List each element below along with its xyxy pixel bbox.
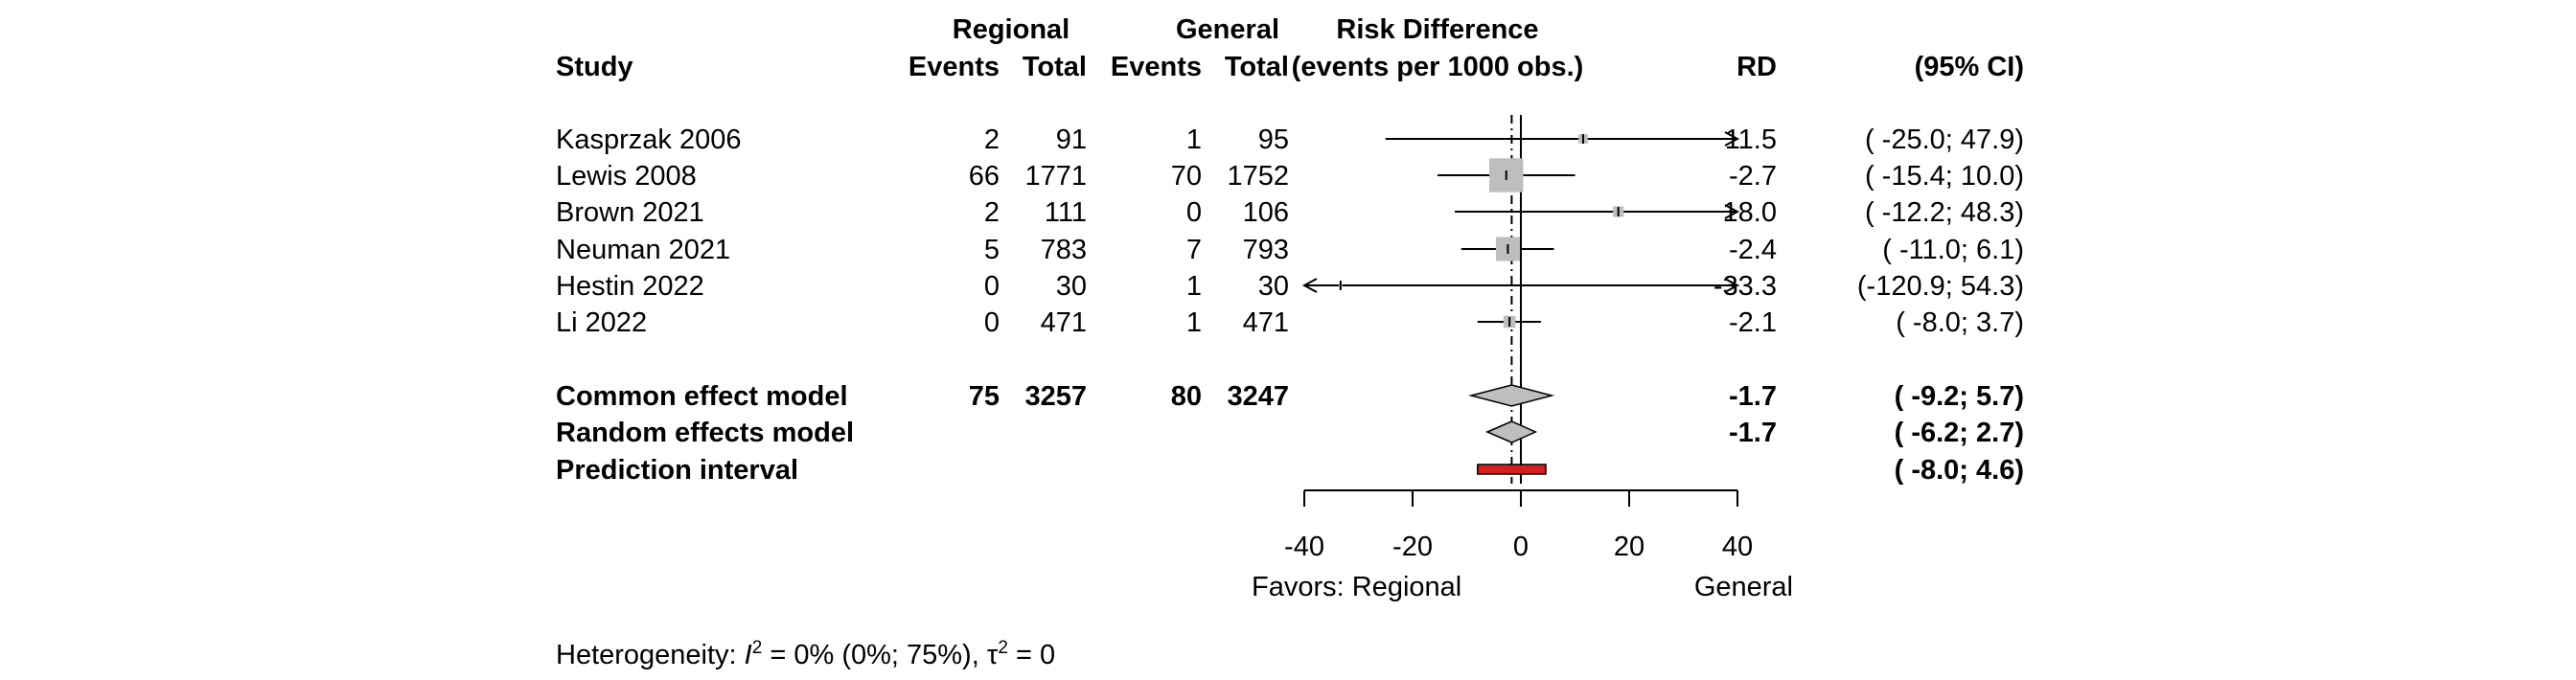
total-regional: 783 (1041, 235, 1087, 265)
total-regional: 1771 (1024, 161, 1087, 192)
study-name: Kasprzak 2006 (556, 125, 741, 155)
total-general: 471 (1243, 307, 1289, 338)
events-regional: 0 (984, 271, 1000, 302)
total-regional: 91 (1056, 125, 1087, 155)
ci-arrow-right (1724, 204, 1740, 219)
common-model-label: Common effect model (556, 381, 848, 412)
header-group-general: General (1176, 14, 1279, 45)
rd-value: -2.1 (1729, 307, 1777, 338)
ci-arrow-left (1301, 278, 1318, 293)
total-general: 95 (1258, 125, 1289, 155)
study-name: Brown 2021 (556, 197, 704, 228)
common-ci: ( -9.2; 5.7) (1895, 381, 2024, 412)
events-general: 0 (1186, 197, 1202, 228)
header-total-regional: Total (1023, 52, 1087, 82)
header-group-regional: Regional (953, 14, 1070, 45)
events-regional: 2 (984, 125, 1000, 155)
study-rows: Kasprzak 2006 2 91 1 95 11.5( -25.0; 47.9)Lew… (556, 125, 2024, 486)
rd-value: -2.4 (1729, 235, 1777, 265)
x-axis-tick-label: -40 (1284, 532, 1324, 562)
header-total-general: Total (1225, 52, 1289, 82)
total-general: 1752 (1227, 161, 1289, 192)
header-ci: (95% CI) (1915, 52, 2024, 82)
events-general: 70 (1171, 161, 1202, 192)
plot-marks (1301, 115, 1740, 484)
x-axis-tick-label: 20 (1614, 532, 1644, 562)
common-total-general: 3247 (1227, 381, 1289, 412)
header-effect-line2: (events per 1000 obs.) (1292, 52, 1584, 82)
total-general: 793 (1243, 235, 1289, 265)
x-axis-tick-label: 40 (1722, 532, 1753, 562)
header-rd: RD (1736, 52, 1777, 82)
prediction-interval-bar (1477, 464, 1547, 475)
header-events-general: Events (1111, 52, 1202, 82)
events-general: 1 (1186, 307, 1202, 338)
ci-value: (-120.9; 54.3) (1857, 271, 2024, 302)
favors-right-label: General (1694, 572, 1793, 602)
x-axis-tick-label: 0 (1513, 532, 1529, 562)
x-axis-tick-label: -20 (1392, 532, 1433, 562)
total-regional: 111 (1045, 197, 1087, 228)
ci-value: ( -11.0; 6.1) (1882, 235, 2024, 265)
events-general: 7 (1186, 235, 1202, 265)
common-events-general: 80 (1171, 381, 1202, 412)
study-name: Lewis 2008 (556, 161, 697, 192)
random-model-label: Random effects model (556, 418, 854, 448)
random-ci: ( -6.2; 2.7) (1895, 418, 2024, 448)
rd-value: -2.7 (1729, 161, 1777, 192)
ci-arrow-right (1724, 131, 1740, 147)
common-events-regional: 75 (969, 381, 1000, 412)
events-regional: 0 (984, 307, 1000, 338)
common-effect-diamond (1468, 384, 1555, 407)
total-general: 30 (1258, 271, 1289, 302)
events-general: 1 (1186, 125, 1202, 155)
random-effects-diamond (1485, 420, 1538, 443)
x-axis: -40 -20 0 20 40 (1284, 489, 1753, 562)
prediction-interval-label: Prediction interval (556, 455, 798, 486)
ci-value: ( -8.0; 3.7) (1896, 307, 2024, 338)
ci-value: ( -25.0; 47.9) (1865, 125, 2024, 155)
study-name: Hestin 2022 (556, 271, 704, 302)
heterogeneity-text: Heterogeneity: I2 = 0% (0%; 75%), τ2 = 0 (556, 638, 1055, 670)
events-general: 1 (1186, 271, 1202, 302)
total-general: 106 (1243, 197, 1289, 228)
ci-value: ( -12.2; 48.3) (1865, 197, 2024, 228)
prediction-ci: ( -8.0; 4.6) (1895, 455, 2024, 486)
total-regional: 30 (1056, 271, 1087, 302)
study-name: Neuman 2021 (556, 235, 730, 265)
common-total-regional: 3257 (1024, 381, 1087, 412)
total-regional: 471 (1041, 307, 1087, 338)
random-rd: -1.7 (1729, 418, 1777, 448)
common-rd: -1.7 (1729, 381, 1777, 412)
events-regional: 66 (969, 161, 1000, 192)
events-regional: 2 (984, 197, 1000, 228)
events-regional: 5 (984, 235, 1000, 265)
ci-value: ( -15.4; 10.0) (1865, 161, 2024, 192)
header-effect-line1: Risk Difference (1336, 14, 1538, 45)
header-study: Study (556, 52, 633, 82)
ci-arrow-right (1724, 278, 1740, 293)
study-name: Li 2022 (556, 307, 647, 338)
favors-left-label: Favors: Regional (1252, 572, 1461, 602)
header-events-regional: Events (908, 52, 1000, 82)
